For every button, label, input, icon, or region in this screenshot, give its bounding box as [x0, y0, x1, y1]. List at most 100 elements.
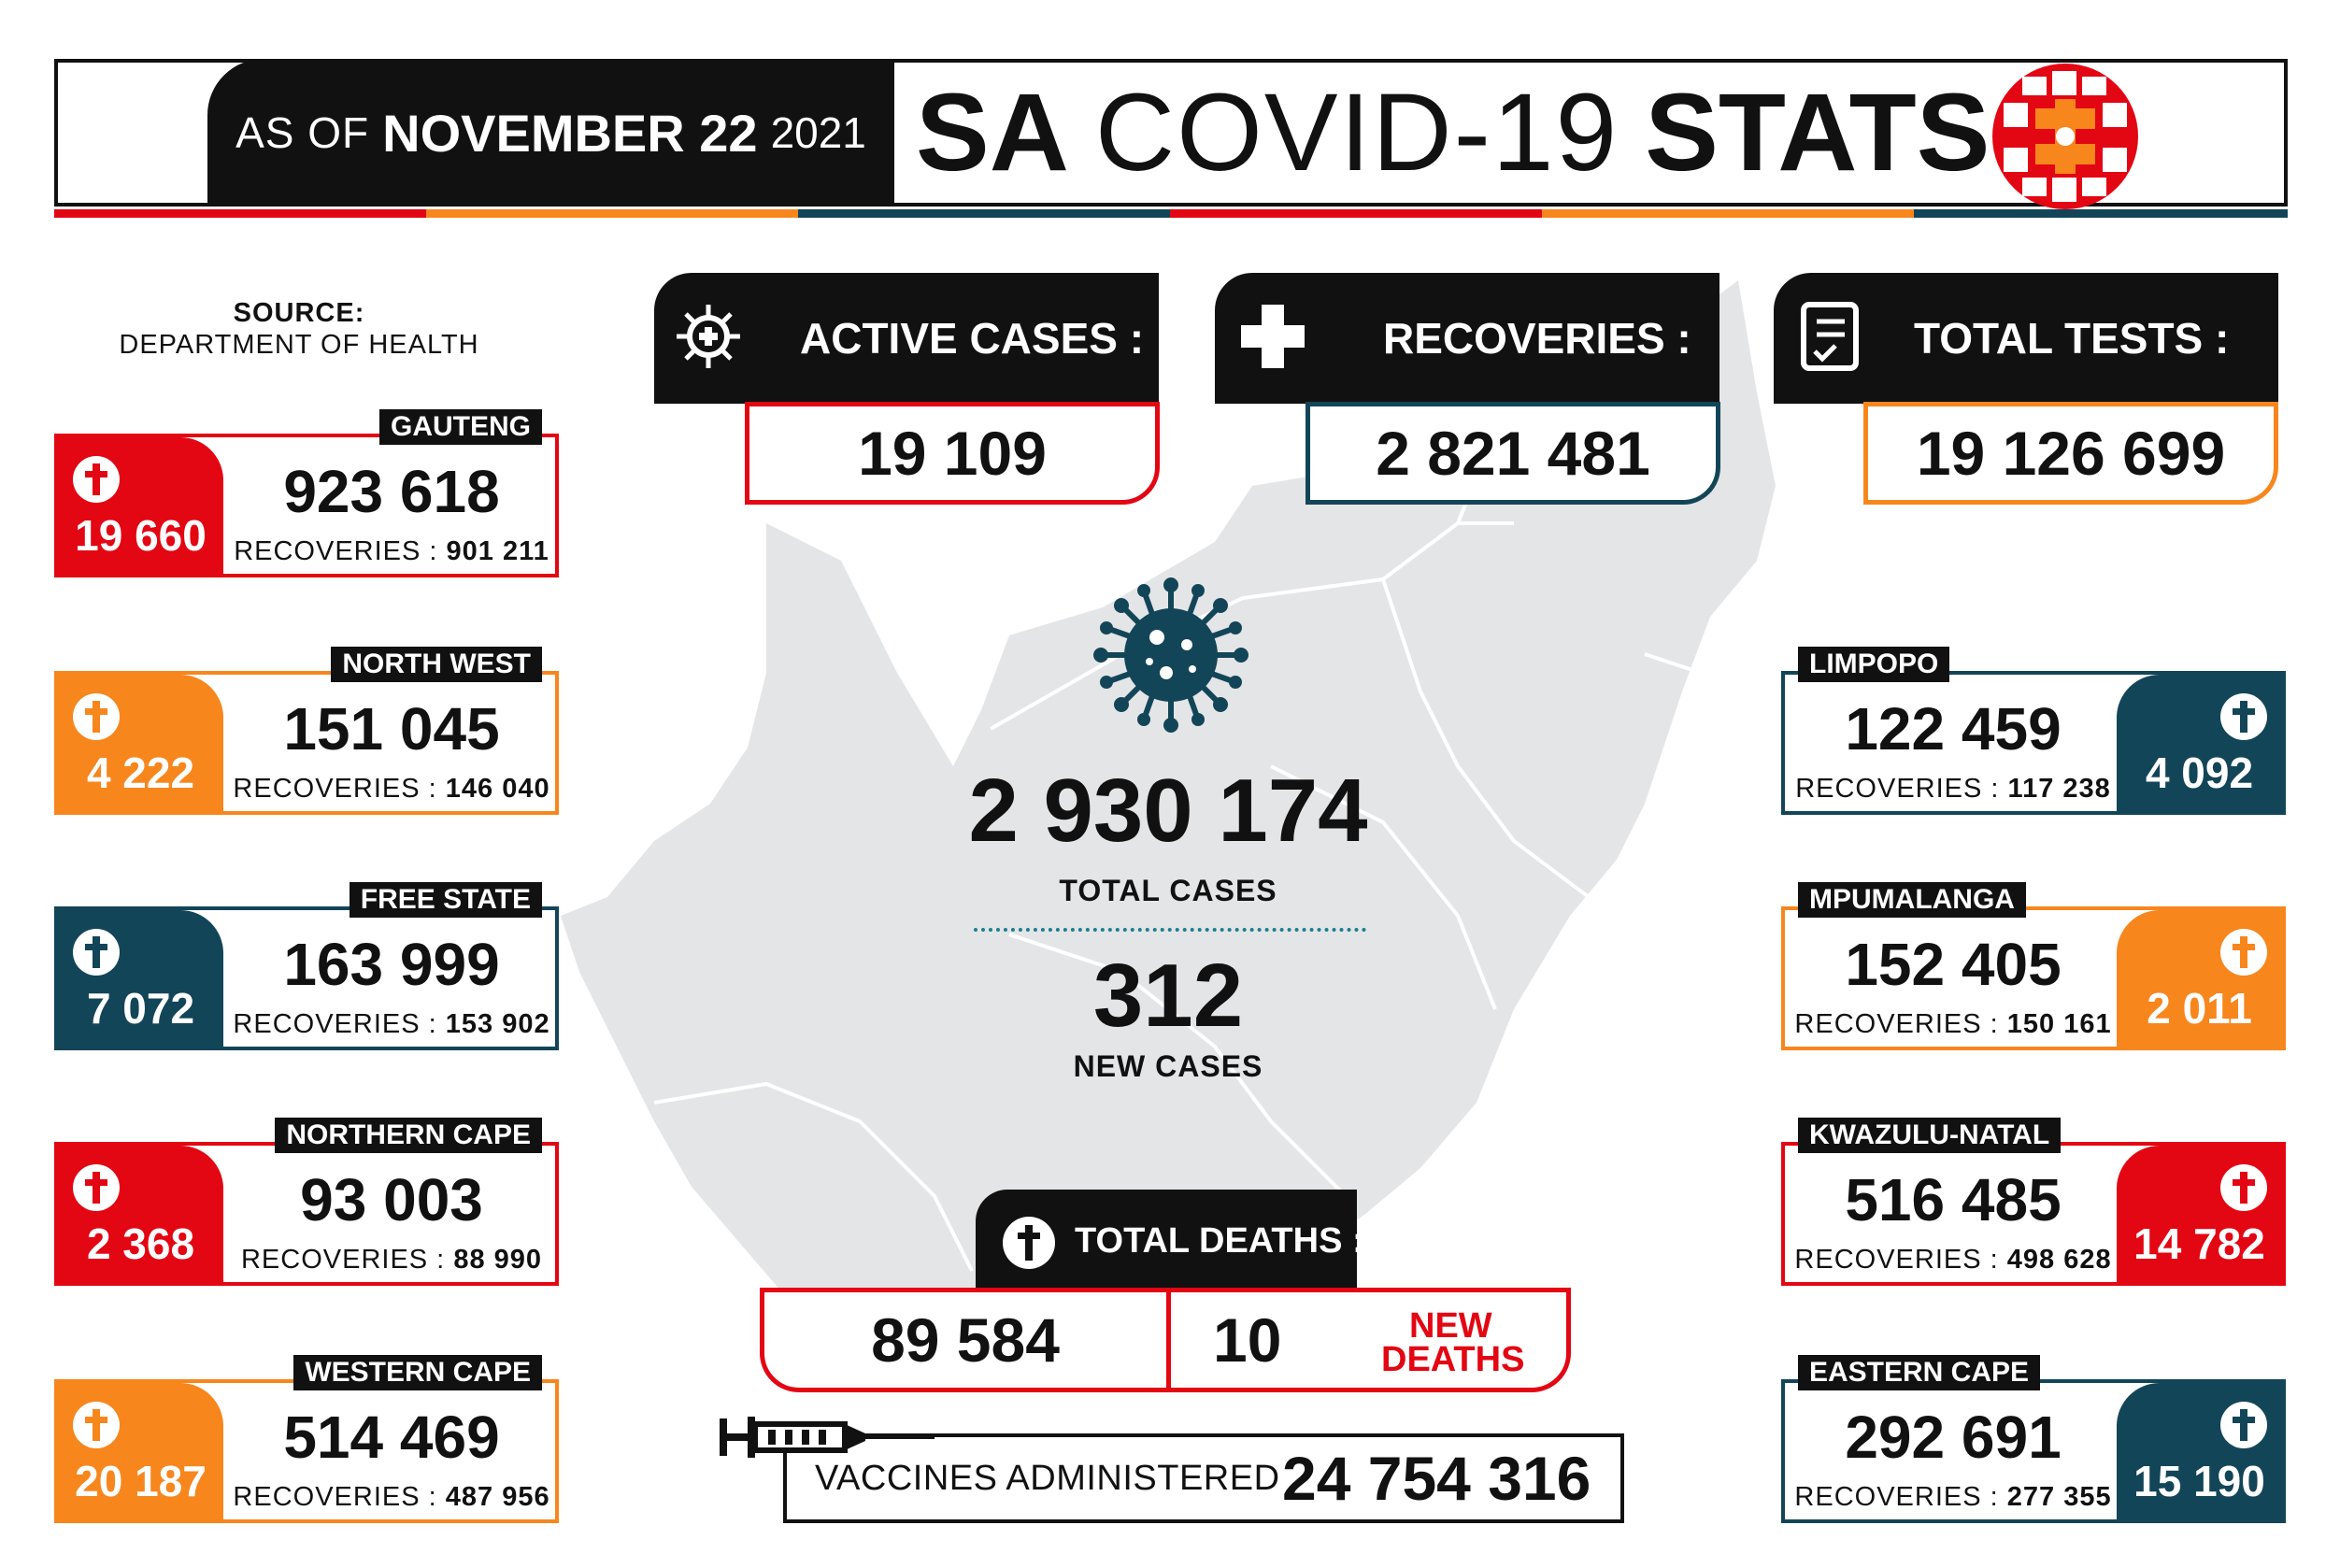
- province-deaths: 20 187: [75, 1457, 207, 1505]
- vaccines-value: 24 754 316: [1282, 1444, 1591, 1513]
- deaths-box: 89 584 10 NEW DEATHS: [760, 1288, 1571, 1392]
- province-recoveries: RECOVERIES : 88 990: [223, 1245, 560, 1276]
- active-cases-colon: :: [1129, 314, 1145, 363]
- province-name: LIMPOPO: [1798, 647, 1950, 682]
- new-cases-label: NEW CASES: [1073, 1049, 1263, 1083]
- source-note: SOURCE: DEPARTMENT OF HEALTH: [84, 297, 514, 361]
- date-banner: AS OF NOVEMBER 22 2021: [207, 59, 894, 207]
- active-cases-value: 19 109: [745, 402, 1160, 505]
- active-cases-header: ACTIVE CASES :: [654, 273, 1159, 404]
- province-recoveries: RECOVERIES : 146 040: [223, 774, 560, 805]
- deaths-cell: 20 187: [58, 1383, 223, 1523]
- report-year: 2021: [770, 108, 866, 157]
- recoveries-label: RECOVERIES :: [1794, 1482, 1999, 1512]
- recoveries-label: RECOVERIES: [1383, 314, 1665, 363]
- province-cases: 93 003: [300, 1166, 483, 1233]
- stripe-navy-1: [798, 209, 1170, 218]
- deaths-cell: 4 092: [2117, 675, 2282, 815]
- title-sa: SA: [916, 71, 1069, 194]
- province-card-northern-cape: 2 368 NORTHERN CAPE 93 003 RECOVERIES : …: [54, 1118, 560, 1286]
- cross-icon: [73, 1402, 120, 1448]
- stripe-navy-2: [1914, 209, 2288, 218]
- province-card-north-west: 4 222 NORTH WEST 151 045 RECOVERIES : 14…: [54, 647, 560, 815]
- recoveries-value: 117 238: [2007, 774, 2111, 804]
- total-deaths-colon: :: [1351, 1221, 1364, 1261]
- plus-icon: [1241, 305, 1305, 368]
- province-deaths: 7 072: [86, 984, 195, 1033]
- cross-icon: [2220, 1164, 2267, 1211]
- province-deaths: 2 011: [2147, 984, 2252, 1033]
- recoveries-value: 153 902: [445, 1009, 550, 1039]
- report-date: NOVEMBER 22: [382, 103, 758, 163]
- province-cases: 151 045: [283, 695, 500, 763]
- deaths-cell: 14 782: [2117, 1146, 2282, 1286]
- stripe-orange-2: [1542, 209, 1914, 218]
- recoveries-label: RECOVERIES :: [233, 1009, 437, 1039]
- recoveries-value: 2 821 481: [1306, 402, 1720, 505]
- province-card-mpumalanga: 2 011 MPUMALANGA 152 405 RECOVERIES : 15…: [1781, 882, 2286, 1050]
- province-name: NORTHERN CAPE: [275, 1118, 542, 1153]
- cross-icon: [1003, 1217, 1055, 1269]
- recoveries-label: RECOVERIES :: [233, 774, 437, 804]
- recoveries-label: RECOVERIES :: [1794, 1009, 1999, 1039]
- recoveries-label: RECOVERIES :: [234, 536, 438, 566]
- recoveries-label: RECOVERIES :: [240, 1245, 446, 1275]
- deaths-cell: 4 222: [58, 675, 223, 815]
- province-recoveries: RECOVERIES : 901 211: [223, 536, 560, 567]
- province-card-free-state: 7 072 FREE STATE 163 999 RECOVERIES : 15…: [54, 882, 560, 1050]
- province-cases: 292 691: [1845, 1404, 2062, 1471]
- total-cases-value: 2 930 174: [968, 761, 1368, 861]
- total-tests-colon: :: [2215, 314, 2230, 363]
- recoveries-colon: :: [1677, 314, 1691, 363]
- vaccines-box: VACCINES ADMINISTERED 24 754 316: [783, 1433, 1624, 1523]
- title-stats: STATS: [1645, 71, 1990, 194]
- source-label: SOURCE:: [233, 298, 365, 328]
- stripe-red-1: [54, 209, 426, 218]
- stripe-red-2: [1170, 209, 1542, 218]
- new-deaths-label-2: DEATHS: [1381, 1340, 1525, 1379]
- logo-icon: [1992, 64, 2138, 209]
- recoveries-value: 146 040: [445, 774, 550, 804]
- province-recoveries: RECOVERIES : 277 355: [1785, 1482, 2121, 1513]
- recoveries-label: RECOVERIES :: [1794, 1245, 1999, 1275]
- province-deaths: 19 660: [75, 511, 207, 560]
- active-cases-label: ACTIVE CASES: [800, 314, 1118, 363]
- province-card-gauteng: 19 660 GAUTENG 923 618 RECOVERIES : 901 …: [54, 409, 560, 577]
- recoveries-value: 150 161: [2006, 1009, 2112, 1039]
- total-deaths-value: 89 584: [871, 1305, 1060, 1375]
- title-covid: COVID-19: [1094, 71, 1619, 194]
- province-name: MPUMALANGA: [1798, 882, 2026, 918]
- province-cases: 516 485: [1845, 1166, 2062, 1233]
- new-cases-value: 312: [1092, 946, 1244, 1046]
- total-cases-label: TOTAL CASES: [1059, 874, 1277, 907]
- total-deaths-header: TOTAL DEATHS :: [976, 1190, 1364, 1292]
- source-value: DEPARTMENT OF HEALTH: [119, 330, 479, 360]
- province-card-kwazulu-natal: 14 782 KWAZULU-NATAL 516 485 RECOVERIES …: [1781, 1118, 2286, 1286]
- province-deaths: 4 092: [2145, 748, 2254, 797]
- coronavirus-icon: [1093, 577, 1248, 733]
- cross-icon: [2220, 1402, 2267, 1448]
- cross-icon: [73, 1164, 120, 1211]
- recoveries-label: RECOVERIES :: [233, 1482, 437, 1512]
- province-deaths: 2 368: [86, 1219, 195, 1268]
- new-deaths-label-1: NEW: [1409, 1306, 1492, 1346]
- province-deaths: 14 782: [2133, 1219, 2265, 1268]
- total-tests-label: TOTAL TESTS: [1914, 314, 2204, 363]
- cross-icon: [2220, 693, 2267, 740]
- province-cases: 514 469: [283, 1404, 500, 1471]
- province-recoveries: RECOVERIES : 153 902: [223, 1009, 560, 1040]
- as-of-label: AS OF: [235, 108, 370, 157]
- province-deaths: 4 222: [86, 748, 195, 797]
- clipboard-icon: [1801, 302, 1859, 371]
- deaths-cell: 19 660: [58, 437, 223, 577]
- province-card-eastern-cape: 15 190 EASTERN CAPE 292 691 RECOVERIES :…: [1781, 1355, 2286, 1523]
- stripe-orange-1: [426, 209, 798, 218]
- province-deaths: 15 190: [2133, 1457, 2265, 1505]
- deaths-cell: 7 072: [58, 910, 223, 1050]
- province-recoveries: RECOVERIES : 487 956: [223, 1482, 560, 1513]
- cross-icon: [73, 929, 120, 976]
- page-title: SA COVID-19 STATS: [916, 67, 1990, 198]
- province-name: KWAZULU-NATAL: [1798, 1118, 2062, 1153]
- recoveries-value: 88 990: [453, 1245, 543, 1275]
- vaccines-label: VACCINES ADMINISTERED: [815, 1459, 1280, 1498]
